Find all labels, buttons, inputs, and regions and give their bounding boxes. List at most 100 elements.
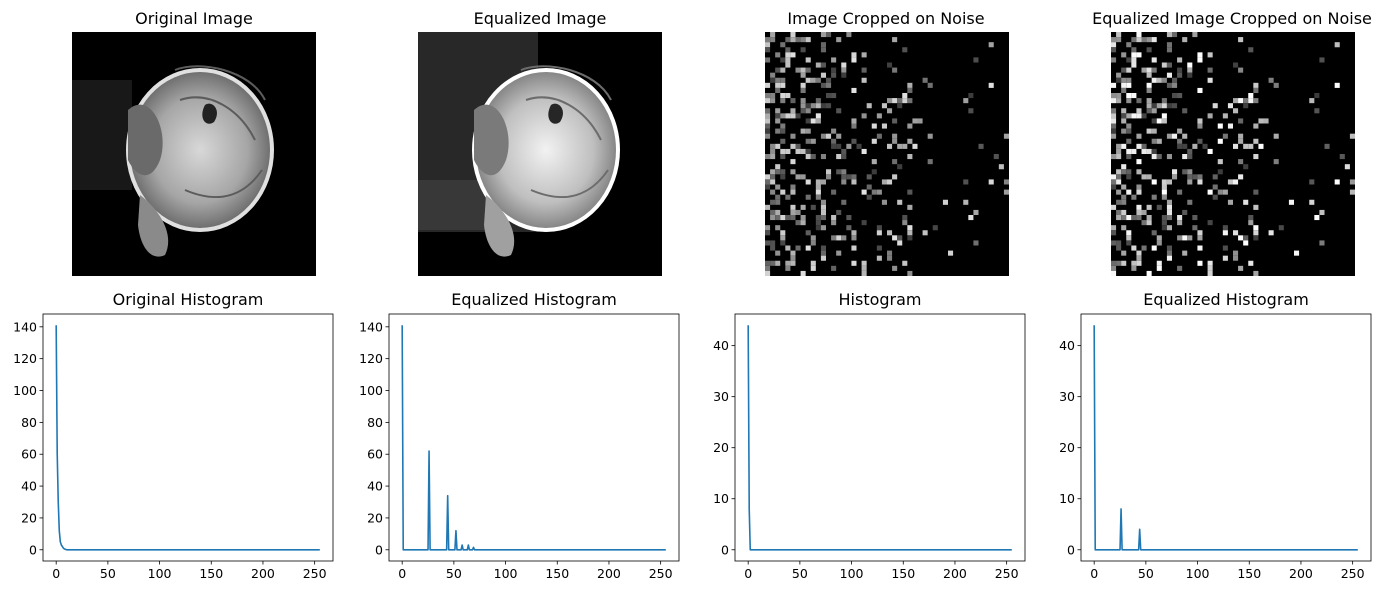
noise-pixel — [841, 199, 847, 205]
noise-pixel — [820, 62, 826, 68]
noise-pixel — [1319, 57, 1325, 63]
noise-pixel — [1111, 133, 1117, 139]
noise-pixel — [861, 270, 867, 276]
noise-pixel — [851, 245, 857, 251]
noise-pixel — [1156, 204, 1162, 210]
noise-pixel — [1136, 204, 1142, 210]
y-tick-label: 0 — [375, 542, 383, 557]
noise-pixel — [927, 82, 933, 88]
noise-pixel — [1217, 123, 1223, 129]
noise-pixel — [820, 179, 826, 185]
noise-pixel — [790, 143, 796, 149]
noise-pixel — [1121, 164, 1127, 170]
noise-pixel — [1141, 113, 1147, 119]
noise-pixel — [810, 204, 816, 210]
noise-pixel — [790, 209, 796, 215]
noise-pixel — [866, 194, 872, 200]
noise-pixel — [851, 87, 857, 93]
noise-pixel — [1111, 37, 1117, 43]
noise-pixel — [765, 225, 771, 231]
noise-pixel — [815, 194, 821, 200]
histogram-series-line — [55, 325, 320, 551]
noise-pixel — [805, 103, 811, 109]
noise-pixel — [973, 209, 979, 215]
noise-pixel — [765, 179, 771, 185]
noise-pixel — [1146, 72, 1152, 78]
noise-pixel — [775, 194, 781, 200]
noise-pixel — [1238, 37, 1244, 43]
noise-pixel — [1111, 204, 1117, 210]
y-tick-label: 80 — [367, 415, 383, 430]
noise-pixel — [770, 143, 776, 149]
noise-pixel — [1258, 143, 1264, 149]
noise-pixel — [800, 67, 806, 73]
noise-pixel — [1111, 128, 1117, 134]
noise-pixel — [1003, 133, 1009, 139]
noise-pixel — [887, 230, 893, 236]
noise-pixel — [851, 260, 857, 266]
noise-pixel — [1197, 235, 1203, 241]
noise-pixel — [810, 265, 816, 271]
noise-pixel — [780, 169, 786, 175]
noise-pixel — [1233, 98, 1239, 104]
noise-pixel — [1161, 189, 1167, 195]
x-tick-label: 250 — [303, 566, 327, 581]
noise-pixel — [826, 77, 832, 83]
noise-pixel — [1126, 93, 1132, 99]
y-tick-label: 20 — [367, 510, 383, 525]
chart-title: Equalized Histogram — [1143, 290, 1309, 309]
noise-pixel — [765, 174, 771, 180]
noise-pixel — [1151, 179, 1157, 185]
noise-pixel — [907, 87, 913, 93]
noise-pixel — [851, 179, 857, 185]
noise-pixel — [1309, 199, 1315, 205]
noise-pixel — [1156, 118, 1162, 124]
noise-pixel — [861, 220, 867, 226]
axes-frame — [1080, 313, 1372, 562]
noise-pixel — [887, 62, 893, 68]
noise-pixel — [887, 179, 893, 185]
noise-pixel — [1268, 230, 1274, 236]
noise-pixel — [841, 148, 847, 154]
noise-pixel — [1238, 98, 1244, 104]
noise-pixel — [1136, 159, 1142, 165]
noise-pixel — [1166, 72, 1172, 78]
noise-pixel — [1197, 245, 1203, 251]
noise-pixel — [963, 98, 969, 104]
noise-pixel — [1116, 174, 1122, 180]
noise-pixel — [1146, 215, 1152, 221]
noise-pixel — [1233, 62, 1239, 68]
noise-pixel — [820, 255, 826, 261]
noise-pixel — [1253, 82, 1259, 88]
noise-pixel — [1227, 199, 1233, 205]
noise-pixel — [1253, 87, 1259, 93]
noise-pixel — [1177, 143, 1183, 149]
noise-pixel — [1212, 184, 1218, 190]
y-tick-label: 60 — [367, 447, 383, 462]
noise-pixel — [1003, 189, 1009, 195]
noise-pixel — [1207, 52, 1213, 58]
y-tick-label: 30 — [713, 389, 729, 404]
noise-pixel — [815, 184, 821, 190]
noise-pixel — [815, 225, 821, 231]
noise-pixel — [988, 82, 994, 88]
y-tick-label: 100 — [13, 383, 37, 398]
noise-pixel — [1111, 123, 1117, 129]
y-tick-label: 0 — [1067, 542, 1075, 557]
noise-pixel — [1136, 143, 1142, 149]
noise-pixel — [815, 215, 821, 221]
y-tick-label: 60 — [21, 447, 37, 462]
noise-pixel — [922, 230, 928, 236]
noise-pixel — [851, 230, 857, 236]
noise-pixel — [805, 154, 811, 160]
noise-pixel — [775, 52, 781, 58]
noise-pixel — [765, 37, 771, 43]
x-tick-label: 50 — [792, 566, 808, 581]
noise-pixel — [1197, 52, 1203, 58]
noise-pixel — [820, 133, 826, 139]
noise-pixel — [815, 113, 821, 119]
noise-pixel — [1182, 108, 1188, 114]
noise-pixel — [841, 174, 847, 180]
